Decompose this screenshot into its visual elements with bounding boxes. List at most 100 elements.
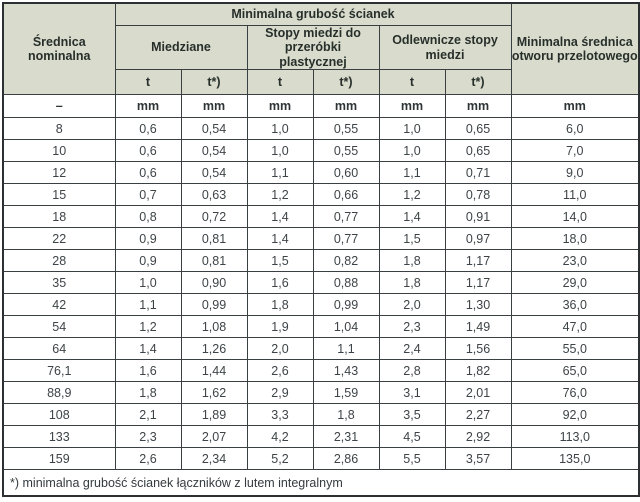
table-row: 28 0,9 0,81 1,5 0,82 1,8 1,17 23,0 <box>2 249 640 273</box>
data-cell: 0,71 <box>444 161 512 185</box>
data-cell: 0,63 <box>180 183 248 207</box>
unit-cell: mm <box>246 94 314 119</box>
data-cell: 65,0 <box>510 359 640 383</box>
data-cell: 92,0 <box>510 403 640 427</box>
unit-cell: mm <box>444 94 512 119</box>
data-cell: 0,90 <box>180 271 248 295</box>
data-cell: 1,62 <box>180 381 248 405</box>
data-cell: 1,26 <box>180 337 248 361</box>
header-t-label: t <box>246 69 314 96</box>
table-row: 35 1,0 0,90 1,6 0,88 1,8 1,17 29,0 <box>2 271 640 295</box>
data-cell: 1,1 <box>114 293 182 317</box>
data-cell: 18,0 <box>510 227 640 251</box>
data-cell: 1,44 <box>180 359 248 383</box>
data-cell: 7,0 <box>510 139 640 163</box>
data-cell: 0,54 <box>180 117 248 141</box>
data-cell: 0,9 <box>114 249 182 273</box>
data-cell: 1,1 <box>378 161 446 185</box>
data-cell: 0,82 <box>312 249 380 273</box>
table-row: 10 0,6 0,54 1,0 0,55 1,0 0,65 7,0 <box>2 139 640 163</box>
data-cell: 47,0 <box>510 315 640 339</box>
data-cell: 1,4 <box>246 205 314 229</box>
data-cell: 55,0 <box>510 337 640 361</box>
unit-cell: mm <box>114 94 182 119</box>
unit-cell: mm <box>378 94 446 119</box>
data-cell: 2,0 <box>378 293 446 317</box>
data-cell: 0,77 <box>312 227 380 251</box>
data-cell: 0,91 <box>444 205 512 229</box>
data-cell: 1,2 <box>246 183 314 207</box>
nominal-diameter-cell: 42 <box>2 293 116 317</box>
data-cell: 36,0 <box>510 293 640 317</box>
data-cell: 2,4 <box>378 337 446 361</box>
table-row: 12 0,6 0,54 1,1 0,60 1,1 0,71 9,0 <box>2 161 640 185</box>
units-row: – mm mm mm mm mm mm mm <box>2 94 640 119</box>
data-cell: 0,55 <box>312 117 380 141</box>
data-cell: 1,43 <box>312 359 380 383</box>
table-row: 159 2,6 2,34 5,2 2,86 5,5 3,57 135,0 <box>2 447 640 471</box>
nominal-diameter-cell: 28 <box>2 249 116 273</box>
header-min-bore-diameter: Minimalna średnica otworu przelotowego <box>510 2 640 96</box>
data-cell: 2,9 <box>246 381 314 405</box>
data-cell: 0,54 <box>180 161 248 185</box>
data-cell: 2,0 <box>246 337 314 361</box>
data-cell: 0,99 <box>180 293 248 317</box>
data-cell: 76,0 <box>510 381 640 405</box>
table-footer: *) minimalna grubość ścianek łączników z… <box>2 469 640 497</box>
data-cell: 1,8 <box>246 293 314 317</box>
data-cell: 0,81 <box>180 249 248 273</box>
header-min-wall-thickness-group: Minimalna grubość ścianek <box>114 2 512 26</box>
nominal-diameter-cell: 18 <box>2 205 116 229</box>
data-cell: 2,3 <box>114 425 182 449</box>
data-cell: 4,2 <box>246 425 314 449</box>
data-cell: 1,8 <box>114 381 182 405</box>
data-cell: 1,9 <box>246 315 314 339</box>
table-row: 88,9 1,8 1,62 2,9 1,59 3,1 2,01 76,0 <box>2 381 640 405</box>
header-subgroup-cast-alloys: Odlewnicze stopy miedzi <box>378 24 512 71</box>
data-cell: 0,55 <box>312 139 380 163</box>
data-cell: 1,04 <box>312 315 380 339</box>
data-cell: 0,78 <box>444 183 512 207</box>
data-cell: 14,0 <box>510 205 640 229</box>
table-row: 42 1,1 0,99 1,8 0,99 2,0 1,30 36,0 <box>2 293 640 317</box>
data-cell: 0,65 <box>444 117 512 141</box>
data-cell: 9,0 <box>510 161 640 185</box>
data-cell: 1,6 <box>246 271 314 295</box>
data-cell: 113,0 <box>510 425 640 449</box>
data-cell: 0,88 <box>312 271 380 295</box>
data-cell: 2,31 <box>312 425 380 449</box>
data-cell: 1,8 <box>378 249 446 273</box>
data-cell: 5,2 <box>246 447 314 471</box>
data-cell: 2,86 <box>312 447 380 471</box>
data-cell: 1,5 <box>378 227 446 251</box>
data-cell: 2,27 <box>444 403 512 427</box>
data-cell: 0,8 <box>114 205 182 229</box>
header-t-star-label: t*) <box>444 69 512 96</box>
data-cell: 0,54 <box>180 139 248 163</box>
nominal-diameter-cell: 35 <box>2 271 116 295</box>
data-cell: 3,3 <box>246 403 314 427</box>
data-cell: 0,65 <box>444 139 512 163</box>
data-cell: 0,9 <box>114 227 182 251</box>
data-cell: 1,0 <box>378 117 446 141</box>
data-cell: 1,1 <box>246 161 314 185</box>
table-row: 8 0,6 0,54 1,0 0,55 1,0 0,65 6,0 <box>2 117 640 141</box>
data-cell: 2,1 <box>114 403 182 427</box>
data-cell: 2,6 <box>246 359 314 383</box>
data-cell: 1,5 <box>246 249 314 273</box>
header-subgroup-copper: Miedziane <box>114 24 248 71</box>
header-t-label: t <box>114 69 182 96</box>
nominal-diameter-cell: 12 <box>2 161 116 185</box>
nominal-diameter-cell: 76,1 <box>2 359 116 383</box>
data-cell: 0,99 <box>312 293 380 317</box>
header-t-label: t <box>378 69 446 96</box>
data-cell: 4,5 <box>378 425 446 449</box>
data-cell: 1,8 <box>312 403 380 427</box>
footnote: *) minimalna grubość ścianek łączników z… <box>2 469 640 497</box>
unit-cell: – <box>2 94 116 119</box>
data-cell: 1,1 <box>312 337 380 361</box>
data-cell: 1,8 <box>378 271 446 295</box>
data-cell: 1,0 <box>378 139 446 163</box>
